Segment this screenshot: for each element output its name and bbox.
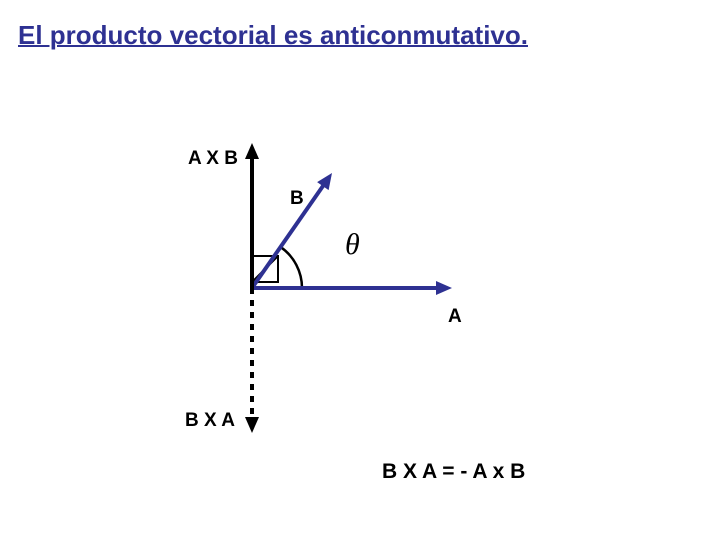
equation-text: B X A = - A x B xyxy=(382,460,525,484)
label-b: B xyxy=(290,188,304,210)
page-title: El producto vectorial es anticonmutativo… xyxy=(18,20,528,51)
label-a: A xyxy=(448,306,462,328)
label-axb: A X B xyxy=(188,148,238,170)
theta-symbol: θ xyxy=(345,228,360,262)
label-bxa: B X A xyxy=(185,410,235,432)
